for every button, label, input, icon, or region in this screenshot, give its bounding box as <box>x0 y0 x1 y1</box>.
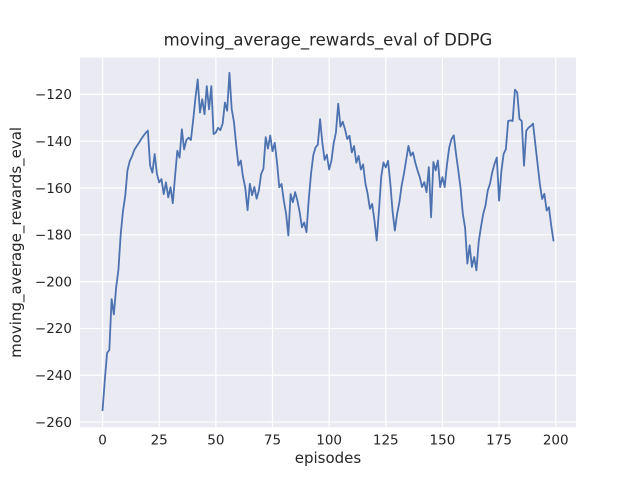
x-tick-label: 175 <box>486 433 512 449</box>
y-axis-label: moving_average_rewards_eval <box>7 127 26 358</box>
x-axis-label: episodes <box>295 449 362 467</box>
x-tick-label: 200 <box>543 433 569 449</box>
y-tick-label: −240 <box>35 368 72 384</box>
data-series <box>101 71 555 412</box>
x-tick-label: 100 <box>316 433 342 449</box>
y-tick-label: −180 <box>35 228 72 244</box>
x-tick-label: 75 <box>264 433 281 449</box>
y-tick-label: −200 <box>35 274 72 290</box>
plot-area <box>80 57 576 428</box>
chart-title: moving_average_rewards_eval of DDPG <box>164 31 493 51</box>
y-tick-label: −260 <box>35 415 72 431</box>
x-tick-label: 125 <box>373 433 399 449</box>
y-tick-label: −160 <box>35 181 72 197</box>
x-tick-label: 150 <box>430 433 456 449</box>
reward-line <box>101 71 555 412</box>
y-tick-label: −120 <box>35 87 72 103</box>
y-tick-label: −140 <box>35 134 72 150</box>
y-tick-label: −220 <box>35 321 72 337</box>
x-tick-label: 50 <box>207 433 224 449</box>
tick-labels: 0 25 50 75 100 125 150 175 200 −260 −240 −220 −200 −1… <box>35 87 569 449</box>
x-tick-label: 0 <box>98 433 107 449</box>
x-tick-label: 25 <box>151 433 168 449</box>
gridlines <box>80 57 576 428</box>
